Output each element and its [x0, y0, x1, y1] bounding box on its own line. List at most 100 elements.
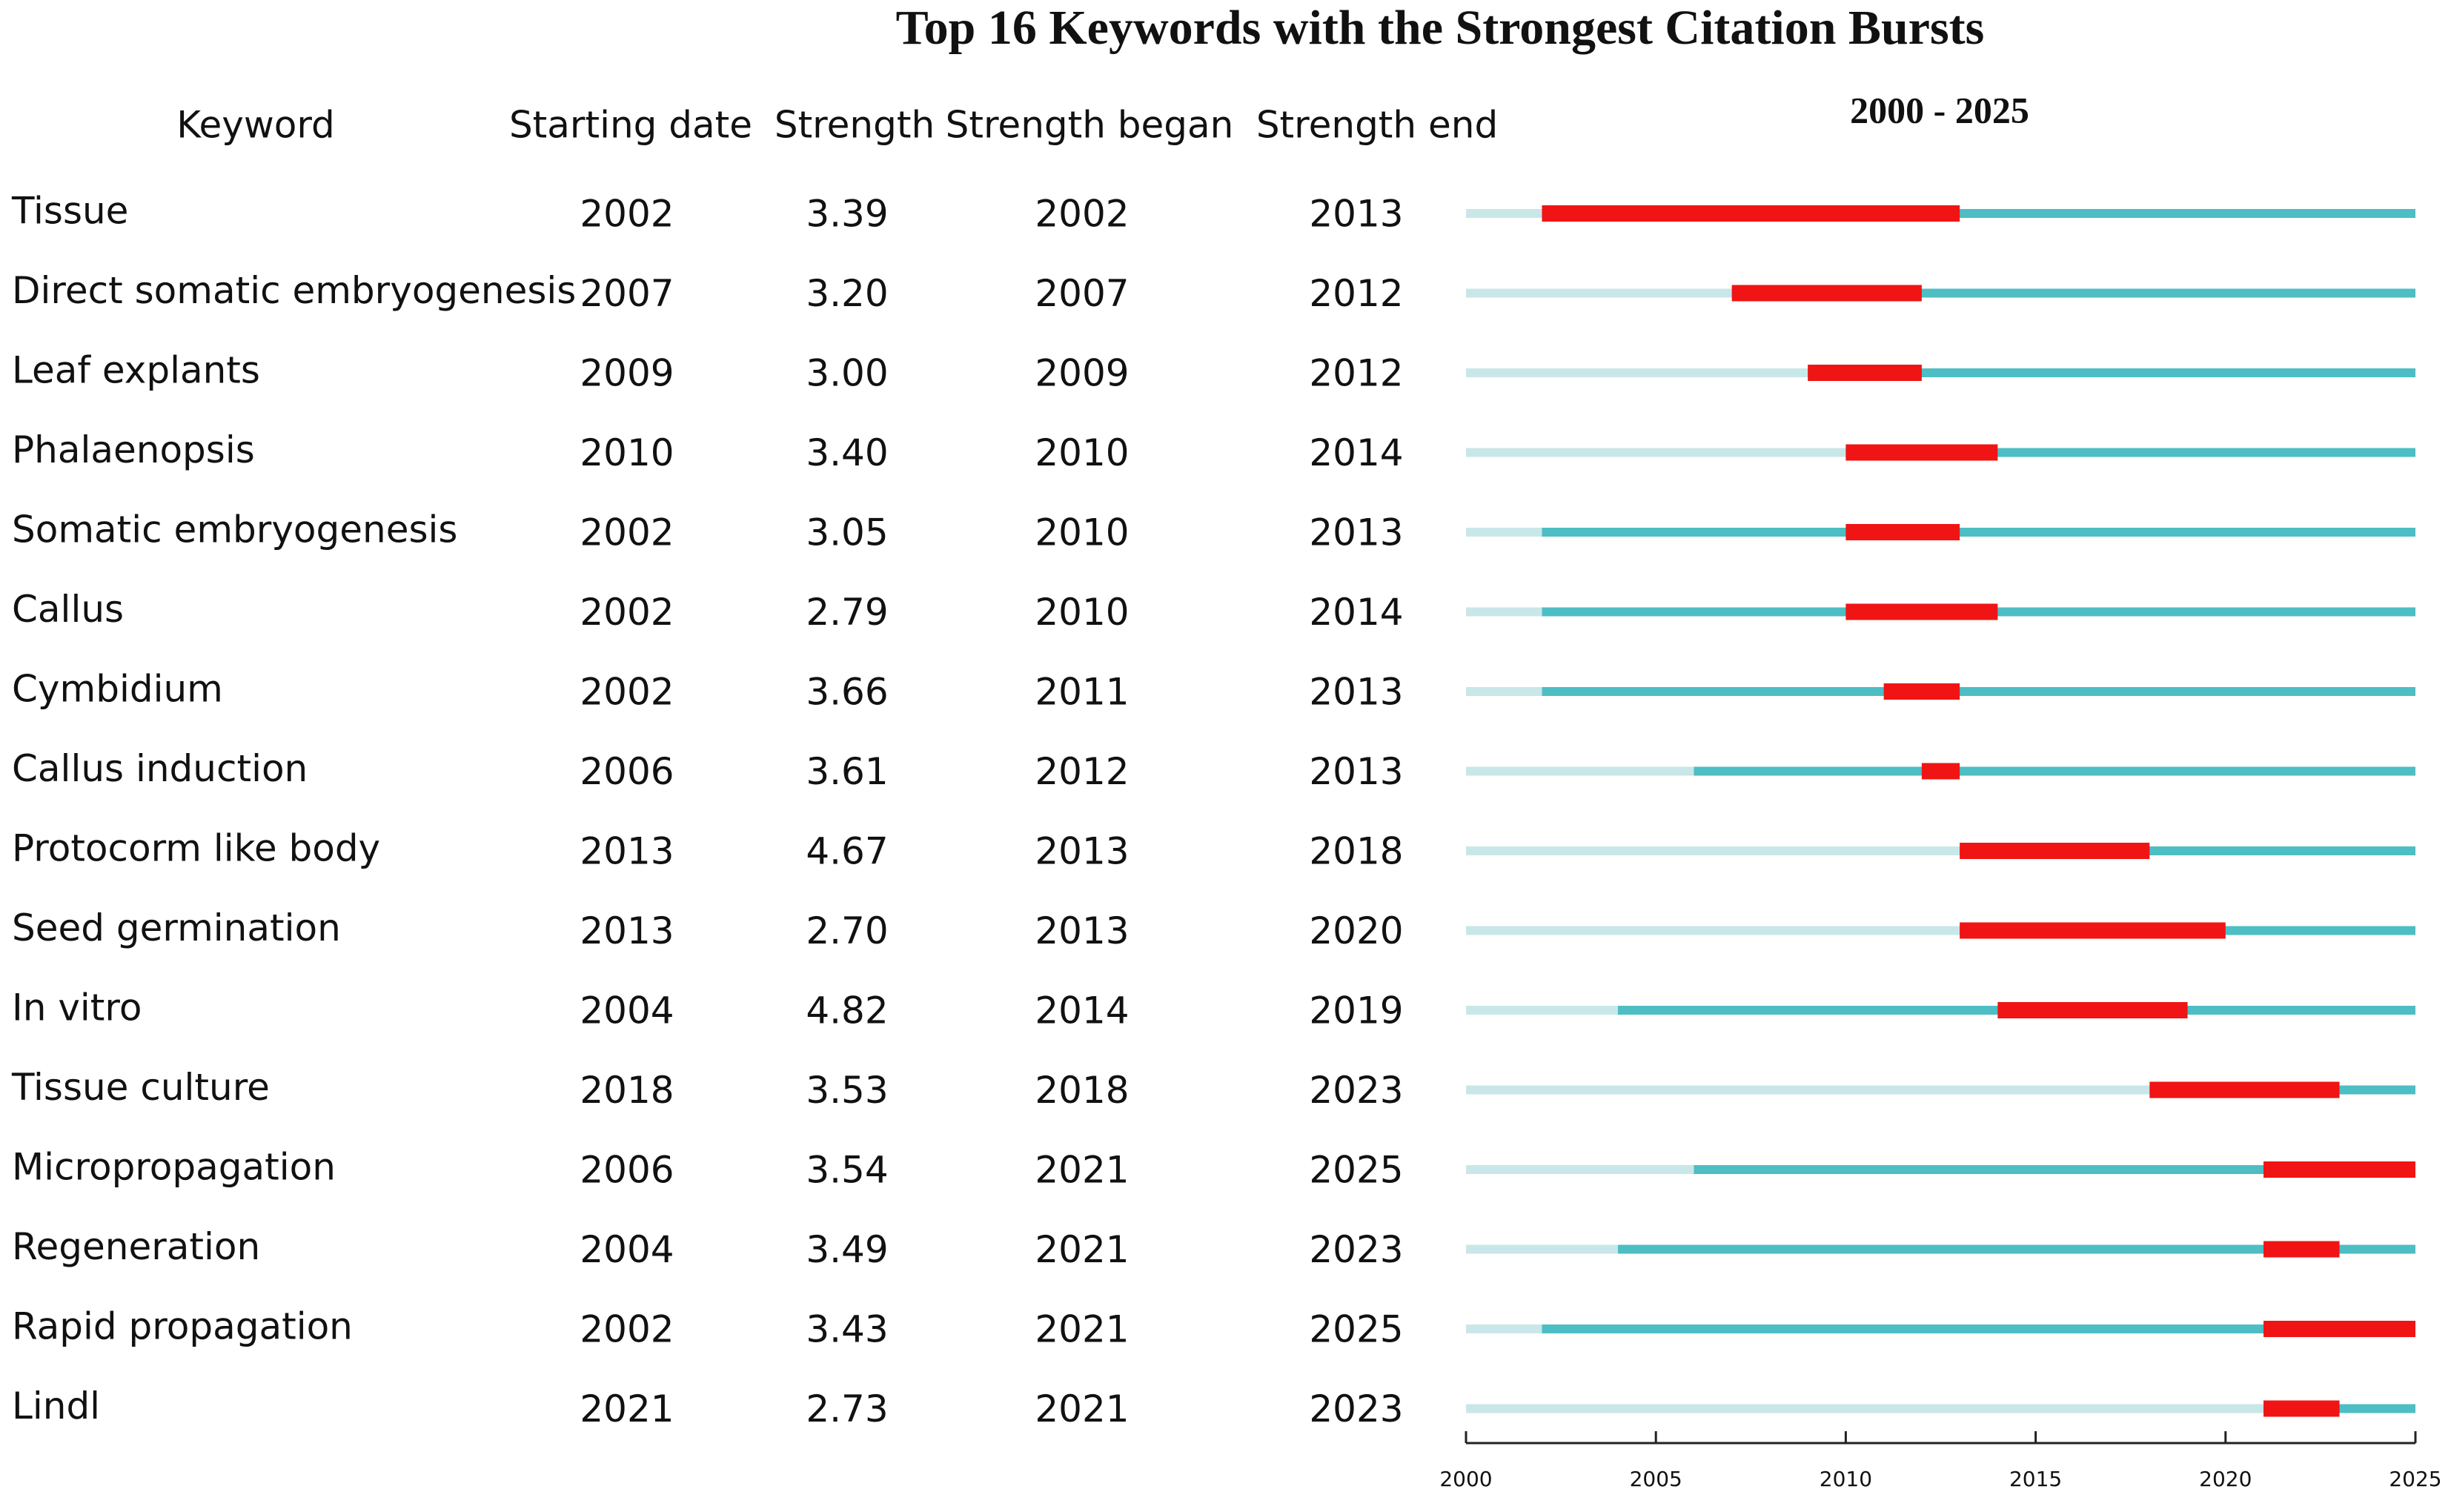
pre-period: [1466, 1404, 2264, 1413]
keyword: Micropropagation: [12, 1146, 336, 1189]
burst-bar: [1845, 603, 1998, 620]
burst-bar: [1542, 205, 1960, 222]
begin-cell: 2007: [1035, 272, 1129, 315]
pre-period: [1466, 1085, 2150, 1095]
end-cell: 2023: [1309, 1069, 1403, 1112]
pre-period: [1466, 846, 1960, 855]
strength-cell: 3.53: [806, 1069, 888, 1112]
pre-period: [1466, 448, 1846, 457]
pre-period: [1466, 687, 1542, 696]
keyword: Lindl: [12, 1385, 100, 1428]
begin-cell: 2011: [1035, 671, 1129, 714]
end-cell: 2013: [1309, 511, 1403, 554]
end-cell: 2018: [1309, 830, 1403, 873]
x-tick-label: 2020: [2199, 1467, 2252, 1491]
pre-period: [1466, 1006, 1618, 1015]
x-tick-label: 2025: [2389, 1467, 2441, 1491]
begin-cell: 2010: [1035, 591, 1129, 634]
strength-cell: 2.73: [806, 1387, 888, 1430]
begin-cell: 2012: [1035, 750, 1129, 793]
active-period: [1542, 687, 2415, 696]
active-period: [1542, 528, 2415, 537]
keyword: Protocorm like body: [12, 827, 380, 870]
keyword: Tissue culture: [11, 1066, 270, 1109]
strength-cell: 4.82: [806, 989, 888, 1032]
column-header: Starting date: [509, 104, 752, 147]
strength-cell: 3.05: [806, 511, 888, 554]
strength-cell: 3.61: [806, 750, 888, 793]
active-period: [1694, 766, 2415, 776]
burst-bar: [1960, 922, 2226, 939]
range-label: 2000 - 2025: [1850, 89, 2029, 130]
column-header: Strength: [775, 104, 935, 147]
end-cell: 2014: [1309, 591, 1403, 634]
start-cell: 2004: [580, 1228, 674, 1271]
x-tick-label: 2015: [2009, 1467, 2062, 1491]
pre-period: [1466, 209, 1542, 218]
strength-cell: 4.67: [806, 830, 888, 873]
strength-cell: 3.49: [806, 1228, 888, 1271]
end-cell: 2013: [1309, 750, 1403, 793]
active-period: [1542, 1324, 2415, 1333]
burst-bar: [1997, 1002, 2188, 1018]
pre-period: [1466, 1244, 1618, 1254]
start-cell: 2010: [580, 431, 674, 474]
keyword: Rapid propagation: [12, 1305, 353, 1348]
end-cell: 2014: [1309, 431, 1403, 474]
pre-period: [1466, 1324, 1542, 1333]
pre-period: [1466, 607, 1542, 617]
end-cell: 2013: [1309, 193, 1403, 236]
start-cell: 2007: [580, 272, 674, 315]
begin-cell: 2021: [1035, 1228, 1129, 1271]
begin-cell: 2021: [1035, 1149, 1129, 1192]
start-cell: 2002: [580, 671, 674, 714]
burst-bar: [1808, 365, 1922, 381]
strength-cell: 3.20: [806, 272, 888, 315]
end-cell: 2020: [1309, 909, 1403, 952]
keyword: Phalaenopsis: [12, 428, 255, 471]
begin-cell: 2013: [1035, 909, 1129, 952]
end-cell: 2019: [1309, 989, 1403, 1032]
strength-cell: 3.66: [806, 671, 888, 714]
burst-bar: [2263, 1400, 2340, 1417]
strength-cell: 3.40: [806, 431, 888, 474]
burst-bar: [2149, 1081, 2340, 1098]
keyword: Tissue: [11, 190, 128, 233]
strength-cell: 3.54: [806, 1149, 888, 1192]
column-header: Strength began: [946, 104, 1234, 147]
chart-title: Top 16 Keywords with the Strongest Citat…: [896, 1, 1985, 55]
strength-cell: 3.00: [806, 352, 888, 395]
burst-bar: [1883, 683, 1960, 700]
start-cell: 2002: [580, 193, 674, 236]
strength-cell: 2.79: [806, 591, 888, 634]
begin-cell: 2014: [1035, 989, 1129, 1032]
begin-cell: 2013: [1035, 830, 1129, 873]
keyword: Cymbidium: [12, 668, 223, 711]
active-period: [1808, 368, 2415, 377]
end-cell: 2023: [1309, 1228, 1403, 1271]
pre-period: [1466, 288, 1732, 298]
start-cell: 2009: [580, 352, 674, 395]
start-cell: 2002: [580, 511, 674, 554]
keyword: Direct somatic embryogenesis: [12, 269, 576, 312]
strength-cell: 3.39: [806, 193, 888, 236]
end-cell: 2012: [1309, 352, 1403, 395]
start-cell: 2006: [580, 1149, 674, 1192]
begin-cell: 2010: [1035, 431, 1129, 474]
begin-cell: 2009: [1035, 352, 1129, 395]
end-cell: 2013: [1309, 671, 1403, 714]
start-cell: 2002: [580, 1308, 674, 1351]
keyword: Leaf explants: [12, 349, 260, 392]
burst-bar: [2263, 1321, 2415, 1337]
pre-period: [1466, 926, 1960, 935]
keyword: Seed germination: [12, 906, 341, 949]
pre-period: [1466, 528, 1542, 537]
active-period: [1617, 1244, 2415, 1254]
pre-period: [1466, 766, 1694, 776]
x-tick-label: 2000: [1439, 1467, 1492, 1491]
end-cell: 2012: [1309, 272, 1403, 315]
start-cell: 2004: [580, 989, 674, 1032]
burst-bar: [1921, 763, 1960, 780]
